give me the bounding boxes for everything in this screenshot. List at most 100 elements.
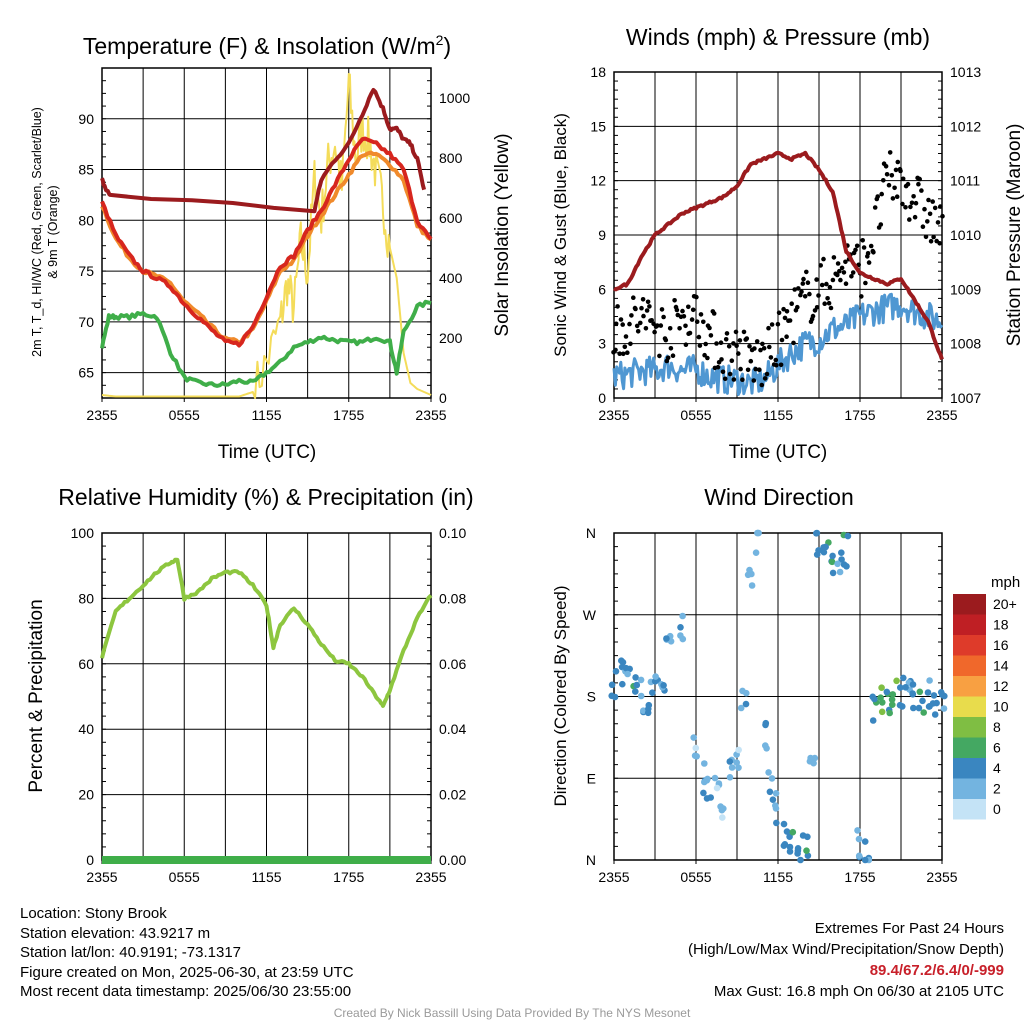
legend-swatch bbox=[953, 635, 986, 656]
gust-dot bbox=[865, 251, 871, 256]
direction-dot bbox=[742, 700, 750, 708]
direction-dot bbox=[735, 764, 742, 771]
gust-dot bbox=[689, 317, 695, 322]
gust-dot bbox=[674, 307, 680, 313]
gust-dot bbox=[757, 367, 762, 373]
direction-dot bbox=[838, 549, 845, 556]
direction-dot bbox=[748, 582, 756, 589]
gust-dot bbox=[898, 168, 903, 174]
gust-dot bbox=[769, 322, 775, 327]
direction-dot bbox=[910, 704, 917, 712]
direction-dot bbox=[637, 676, 645, 684]
gust-dot bbox=[697, 343, 703, 348]
direction-dot bbox=[624, 670, 631, 678]
direction-dot bbox=[700, 789, 707, 797]
extremes-values: 89.4/67.2/6.4/0/-999 bbox=[869, 962, 1004, 979]
direction-dot bbox=[804, 833, 811, 841]
y-tick-label: S bbox=[587, 689, 596, 705]
x-tick-label: 2355 bbox=[415, 869, 446, 885]
gust-dot bbox=[752, 346, 757, 351]
gust-dot bbox=[631, 295, 636, 301]
gust-dot bbox=[878, 222, 884, 227]
y2-tick-label: 200 bbox=[439, 330, 463, 346]
gust-dot bbox=[747, 344, 752, 349]
gust-dot bbox=[928, 239, 934, 244]
gust-dot bbox=[758, 347, 763, 353]
gust-dot bbox=[615, 304, 620, 309]
gust-dot bbox=[694, 294, 699, 300]
direction-dot bbox=[871, 695, 878, 703]
gust-dot bbox=[789, 301, 794, 307]
wind-ylabel-left: Sonic Wind & Gust (Blue, Black) bbox=[551, 113, 570, 357]
direction-dot bbox=[855, 852, 863, 860]
legend-swatch bbox=[953, 594, 986, 615]
gust-dot bbox=[668, 346, 674, 351]
gust-dot bbox=[782, 315, 788, 321]
y-tick-label: 15 bbox=[590, 118, 606, 134]
gust-dot bbox=[707, 325, 712, 331]
gust-dot bbox=[868, 243, 874, 249]
gust-dot bbox=[754, 339, 760, 344]
wind-plot: 2355 0555 1155 1755 235503691215181007100810… bbox=[590, 64, 981, 423]
direction-dot bbox=[713, 784, 721, 792]
gust-dot bbox=[912, 214, 918, 220]
gust-dot bbox=[922, 206, 927, 212]
gust-dot bbox=[841, 270, 847, 275]
y2-tick-label: 0.00 bbox=[439, 852, 466, 868]
y2-tick-label: 1011 bbox=[950, 173, 980, 189]
y2-tick-label: 0.04 bbox=[439, 721, 466, 737]
gust-dot bbox=[843, 259, 848, 265]
direction-dot bbox=[632, 674, 639, 681]
y2-tick-label: 1010 bbox=[950, 227, 981, 243]
direction-dot bbox=[737, 704, 745, 712]
gust-dot bbox=[657, 353, 662, 359]
latlon-text: Station lat/lon: 40.9191; -73.1317 bbox=[20, 944, 242, 961]
y2-tick-label: 0 bbox=[439, 390, 447, 406]
direction-dot bbox=[794, 850, 801, 857]
direction-dot bbox=[822, 543, 829, 551]
gust-dot bbox=[683, 342, 689, 348]
direction-dot bbox=[920, 709, 927, 716]
gust-dot bbox=[890, 196, 896, 201]
legend-swatch bbox=[953, 655, 986, 676]
gust-dot bbox=[932, 205, 938, 211]
gust-dot bbox=[931, 234, 936, 240]
y-tick-label: 85 bbox=[78, 162, 94, 178]
legend-swatch bbox=[953, 799, 986, 820]
gust-dot bbox=[621, 351, 626, 357]
gust-dot bbox=[913, 200, 919, 206]
y-tick-label: 0 bbox=[86, 852, 94, 868]
temp-title: Temperature (F) & Insolation (W/m2) bbox=[83, 32, 451, 59]
temp-ylabel-right: Solar Insolation (Yellow) bbox=[492, 133, 513, 336]
x-tick-label: 2355 bbox=[86, 869, 117, 885]
direction-dot bbox=[780, 820, 788, 828]
series-line bbox=[100, 88, 427, 214]
gust-dot bbox=[801, 276, 806, 282]
x-tick-label: 1155 bbox=[251, 869, 281, 885]
direction-dot bbox=[772, 790, 780, 797]
gust-dot bbox=[776, 310, 782, 316]
gust-dot bbox=[775, 321, 781, 327]
x-tick-label: 2355 bbox=[415, 407, 446, 423]
gust-dot bbox=[919, 188, 924, 193]
gust-dot bbox=[724, 331, 730, 336]
max-gust-text: Max Gust: 16.8 mph On 06/30 at 2105 UTC bbox=[713, 983, 1004, 1000]
series-line bbox=[101, 73, 432, 399]
gust-dot bbox=[916, 181, 921, 187]
gust-dot bbox=[761, 346, 767, 351]
elevation-text: Station elevation: 43.9217 m bbox=[20, 924, 211, 942]
gust-dot bbox=[741, 329, 747, 335]
gust-dot bbox=[613, 321, 619, 327]
legend-label: 20+ bbox=[993, 596, 1017, 612]
gust-dot bbox=[799, 289, 804, 295]
y-tick-label: 80 bbox=[78, 590, 94, 606]
gust-dot bbox=[634, 323, 640, 329]
y2-tick-label: 0.02 bbox=[439, 787, 466, 803]
gust-dot bbox=[686, 304, 691, 310]
gust-dot bbox=[889, 173, 895, 178]
gust-dot bbox=[737, 338, 743, 343]
direction-dot bbox=[902, 684, 909, 691]
gust-dot bbox=[733, 329, 739, 335]
gust-dot bbox=[859, 294, 864, 299]
gust-dot bbox=[635, 329, 641, 334]
